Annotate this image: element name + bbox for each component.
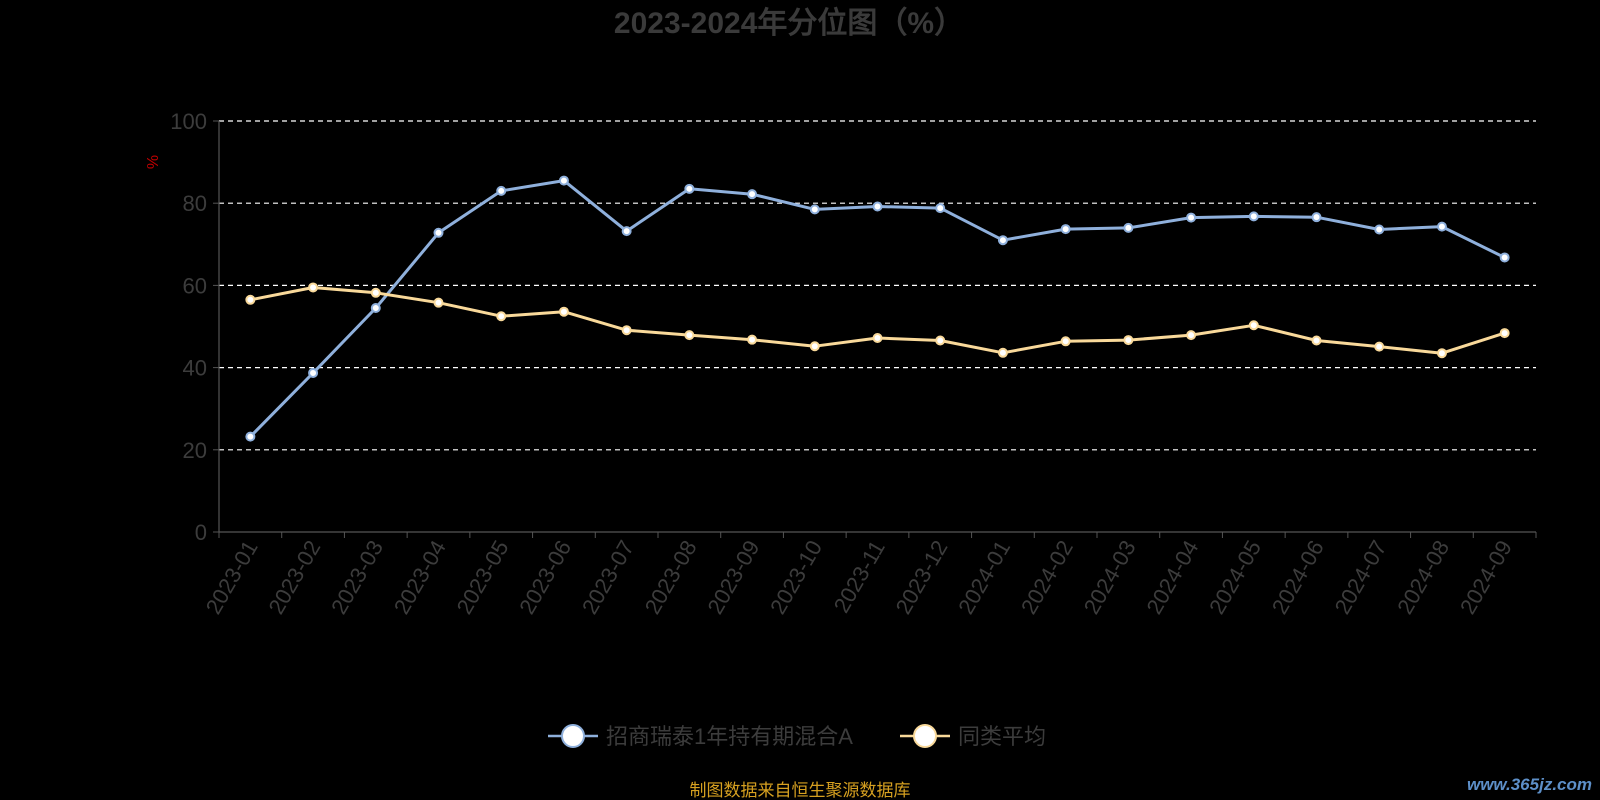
y-tick-label: 80 xyxy=(183,191,207,216)
data-point xyxy=(1311,335,1322,346)
data-point xyxy=(308,282,319,293)
data-point xyxy=(935,335,946,346)
data-point xyxy=(1123,222,1134,233)
legend-item-0[interactable]: 招商瑞泰1年持有期混合A xyxy=(548,724,853,749)
x-tick-label: 2023-01 xyxy=(201,536,263,618)
data-point xyxy=(1436,221,1447,232)
legend-item-1[interactable]: 同类平均 xyxy=(900,724,1046,749)
watermark: www.365jz.com xyxy=(1467,775,1592,794)
data-point xyxy=(1374,341,1385,352)
legend-label: 同类平均 xyxy=(958,724,1046,749)
series-lines xyxy=(245,175,1510,442)
data-point xyxy=(997,347,1008,358)
data-point xyxy=(1311,212,1322,223)
data-point xyxy=(370,287,381,298)
data-point xyxy=(496,185,507,196)
data-point xyxy=(1499,328,1510,339)
data-point xyxy=(997,235,1008,246)
y-tick-label: 100 xyxy=(170,109,207,134)
x-tick-label: 2024-06 xyxy=(1267,536,1329,618)
y-tick-label: 0 xyxy=(195,520,207,545)
data-point xyxy=(747,334,758,345)
y-tick-label: 60 xyxy=(183,273,207,298)
data-point xyxy=(433,227,444,238)
data-point xyxy=(1248,320,1259,331)
legend-marker-icon xyxy=(561,724,585,748)
data-point xyxy=(245,294,256,305)
data-point xyxy=(245,431,256,442)
data-point xyxy=(1186,212,1197,223)
data-point xyxy=(1123,335,1134,346)
axes xyxy=(218,121,1536,533)
chart-title: 2023-2024年分位图（%） xyxy=(614,6,964,40)
y-axis-ticks: 0 20 40 60 80 100 xyxy=(170,109,219,545)
data-point xyxy=(1186,330,1197,341)
data-point xyxy=(809,341,820,352)
x-tick-label: 2024-01 xyxy=(953,536,1015,618)
x-tick-label: 2023-04 xyxy=(389,536,451,618)
x-tick-label: 2023-09 xyxy=(702,536,764,618)
data-point xyxy=(1248,211,1259,222)
x-tick-label: 2023-06 xyxy=(514,536,576,618)
x-tick-label: 2024-05 xyxy=(1204,536,1266,618)
data-point xyxy=(684,183,695,194)
data-point xyxy=(621,226,632,237)
x-tick-label: 2023-08 xyxy=(640,536,702,618)
data-point xyxy=(809,204,820,215)
x-tick-label: 2024-02 xyxy=(1016,536,1078,618)
data-point xyxy=(872,201,883,212)
data-point xyxy=(1499,252,1510,263)
x-tick-label: 2024-03 xyxy=(1079,536,1141,618)
x-tick-label: 2023-12 xyxy=(891,536,953,618)
grid-lines xyxy=(219,120,1536,451)
y-axis-unit-label: % xyxy=(145,155,162,169)
data-point xyxy=(935,203,946,214)
data-point xyxy=(308,367,319,378)
data-point xyxy=(433,297,444,308)
x-tick-label: 2024-08 xyxy=(1392,536,1454,618)
legend[interactable]: 招商瑞泰1年持有期混合A 同类平均 xyxy=(548,724,1046,749)
x-tick-label: 2024-04 xyxy=(1141,536,1203,618)
data-point xyxy=(747,189,758,200)
data-point xyxy=(621,325,632,336)
x-tick-label: 2023-10 xyxy=(765,536,827,618)
y-tick-label: 40 xyxy=(183,356,207,381)
x-tick-label: 2023-05 xyxy=(452,536,514,618)
data-point xyxy=(496,311,507,322)
x-tick-label: 2023-07 xyxy=(577,536,639,618)
data-point xyxy=(684,330,695,341)
data-point xyxy=(872,333,883,344)
x-tick-label: 2023-02 xyxy=(263,536,325,618)
x-tick-label: 2023-11 xyxy=(829,536,890,617)
data-point xyxy=(558,306,569,317)
x-tick-label: 2024-09 xyxy=(1455,536,1517,618)
data-point xyxy=(1374,224,1385,235)
data-source-note: 制图数据来自恒生聚源数据库 xyxy=(690,781,911,800)
data-point xyxy=(1060,336,1071,347)
data-point xyxy=(370,303,381,314)
legend-label: 招商瑞泰1年持有期混合A xyxy=(606,724,853,749)
data-point xyxy=(558,175,569,186)
x-axis-ticks: 2023-01 2023-02 2023-03 2023-04 2023-05 2023-… xyxy=(201,532,1537,618)
x-tick-label: 2024-07 xyxy=(1330,536,1392,618)
x-tick-label: 2023-03 xyxy=(326,536,388,618)
legend-marker-icon xyxy=(913,724,937,748)
data-point xyxy=(1060,224,1071,235)
data-point xyxy=(1436,348,1447,359)
y-tick-label: 20 xyxy=(183,438,207,463)
